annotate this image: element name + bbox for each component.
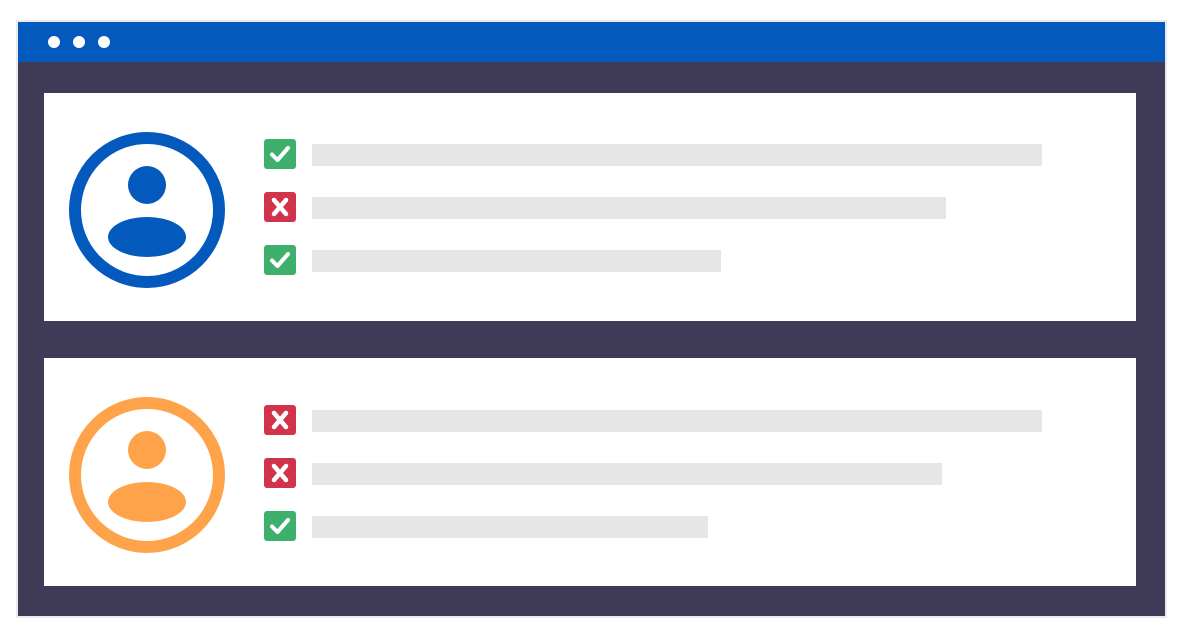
status-badge-pass <box>264 511 296 541</box>
checkmark-icon <box>270 518 290 534</box>
window-control-dot[interactable] <box>73 36 85 48</box>
user-icon <box>69 397 225 553</box>
user-avatar <box>67 395 227 555</box>
x-mark-icon <box>271 197 289 217</box>
status-badge-pass <box>264 139 296 169</box>
window-control-dot[interactable] <box>98 36 110 48</box>
avatar-body <box>108 217 186 257</box>
avatar-head <box>128 166 166 204</box>
status-badge-fail <box>264 192 296 222</box>
placeholder-text-bar <box>312 516 708 538</box>
profile-card <box>44 358 1136 586</box>
placeholder-text-bar <box>312 463 942 485</box>
window-control-dot[interactable] <box>48 36 60 48</box>
placeholder-text-bar <box>312 197 946 219</box>
x-mark-icon <box>271 410 289 430</box>
status-badge-fail <box>264 458 296 488</box>
status-badge-pass <box>264 245 296 275</box>
avatar-ring <box>69 132 225 288</box>
avatar-head <box>128 431 166 469</box>
checkmark-icon <box>270 252 290 268</box>
placeholder-text-bar <box>312 144 1042 166</box>
placeholder-text-bar <box>312 250 721 272</box>
profile-card <box>44 93 1136 321</box>
status-badge-fail <box>264 405 296 435</box>
x-mark-icon <box>271 463 289 483</box>
placeholder-text-bar <box>312 410 1042 432</box>
checkmark-icon <box>270 146 290 162</box>
browser-window <box>16 20 1167 618</box>
avatar-ring <box>69 397 225 553</box>
user-avatar <box>67 130 227 290</box>
avatar-body <box>108 482 186 522</box>
window-titlebar <box>18 22 1165 62</box>
user-icon <box>69 132 225 288</box>
